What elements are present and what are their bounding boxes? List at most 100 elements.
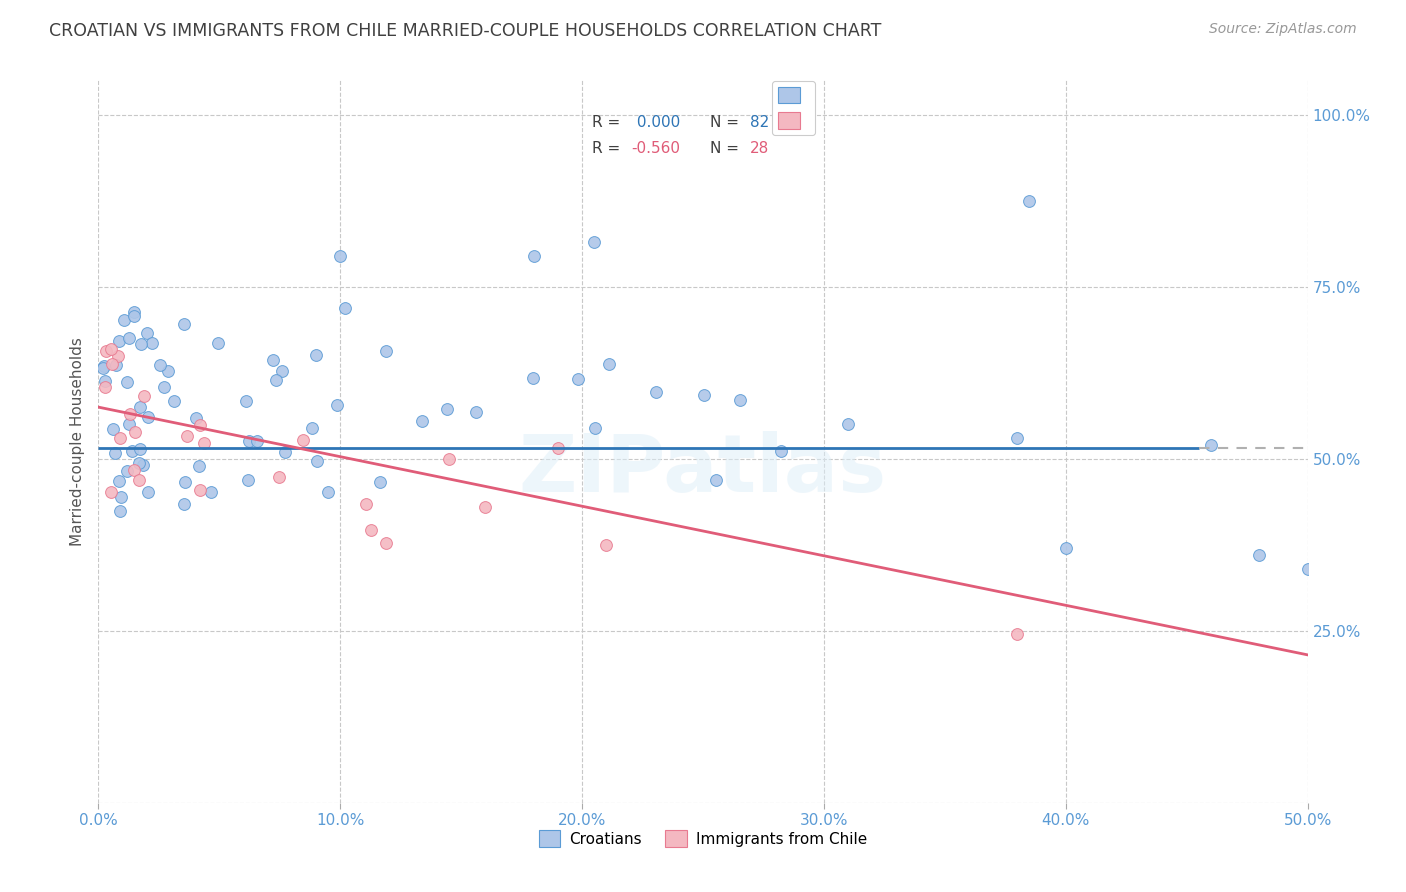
Point	[374, 343, 396, 358]
Point	[104, 446, 127, 460]
Text: R =: R =	[592, 115, 624, 129]
Point	[1199, 438, 1222, 452]
Point	[104, 359, 127, 373]
Point	[329, 249, 352, 263]
Point	[360, 524, 382, 538]
Y-axis label: Married-couple Households: Married-couple Households	[70, 337, 86, 546]
Point	[1007, 627, 1029, 641]
Point	[129, 442, 152, 457]
Point	[246, 434, 269, 448]
Point	[128, 457, 150, 471]
Point	[1296, 562, 1319, 576]
Point	[100, 484, 122, 499]
Point	[522, 371, 544, 385]
Point	[107, 474, 129, 488]
Point	[301, 421, 323, 435]
Point	[136, 326, 159, 341]
Point	[307, 454, 329, 468]
Point	[728, 393, 751, 408]
Point	[595, 538, 617, 552]
Point	[129, 401, 152, 415]
Point	[176, 429, 198, 443]
Text: N =: N =	[710, 115, 744, 129]
Point	[370, 475, 392, 489]
Point	[93, 359, 115, 373]
Point	[271, 364, 294, 378]
Point	[93, 361, 115, 376]
Point	[645, 385, 668, 400]
Point	[93, 375, 115, 389]
Point	[115, 464, 138, 478]
Point	[235, 394, 257, 409]
Point	[1007, 431, 1029, 445]
Point	[523, 249, 546, 263]
Point	[598, 357, 620, 371]
Point	[107, 349, 129, 363]
Point	[437, 451, 460, 466]
Point	[101, 358, 124, 372]
Text: 82: 82	[751, 115, 769, 129]
Point	[326, 398, 349, 412]
Point	[188, 483, 211, 498]
Point	[163, 394, 186, 409]
Point	[173, 317, 195, 331]
Text: Source: ZipAtlas.com: Source: ZipAtlas.com	[1209, 22, 1357, 37]
Point	[693, 387, 716, 401]
Point	[200, 485, 222, 500]
Point	[128, 473, 150, 487]
Point	[132, 458, 155, 473]
Point	[96, 344, 118, 359]
Point	[141, 336, 163, 351]
Text: -0.560: -0.560	[631, 142, 681, 156]
Text: 0.000: 0.000	[631, 115, 681, 129]
Point	[236, 473, 259, 487]
Point	[1249, 548, 1271, 562]
Point	[129, 337, 152, 351]
Legend: Croatians, Immigrants from Chile: Croatians, Immigrants from Chile	[533, 824, 873, 853]
Point	[122, 463, 145, 477]
Point	[118, 331, 141, 345]
Point	[100, 342, 122, 356]
Point	[333, 301, 356, 316]
Point	[117, 376, 139, 390]
Text: N =: N =	[710, 142, 744, 156]
Point	[264, 373, 287, 387]
Point	[583, 235, 606, 249]
Point	[267, 470, 290, 484]
Point	[547, 442, 569, 456]
Point	[173, 475, 195, 490]
Point	[124, 425, 146, 440]
Point	[188, 458, 211, 473]
Point	[837, 417, 859, 432]
Point	[305, 348, 328, 362]
Point	[93, 379, 115, 393]
Point	[108, 503, 131, 517]
Point	[193, 436, 215, 450]
Point	[136, 485, 159, 500]
Point	[118, 417, 141, 432]
Point	[120, 407, 142, 421]
Point	[107, 334, 129, 348]
Point	[292, 434, 315, 448]
Text: CROATIAN VS IMMIGRANTS FROM CHILE MARRIED-COUPLE HOUSEHOLDS CORRELATION CHART: CROATIAN VS IMMIGRANTS FROM CHILE MARRIE…	[49, 22, 882, 40]
Point	[149, 358, 172, 372]
Point	[567, 372, 589, 386]
Point	[1054, 541, 1077, 556]
Point	[770, 443, 793, 458]
Point	[436, 401, 458, 416]
Text: 28: 28	[751, 142, 769, 156]
Point	[318, 484, 340, 499]
Point	[583, 421, 606, 435]
Point	[262, 353, 284, 368]
Point	[136, 409, 159, 424]
Point	[465, 405, 488, 419]
Point	[238, 434, 260, 448]
Point	[112, 313, 135, 327]
Point	[474, 500, 496, 514]
Point	[157, 363, 180, 377]
Point	[108, 431, 131, 445]
Point	[110, 491, 132, 505]
Point	[173, 497, 195, 511]
Text: R =: R =	[592, 142, 624, 156]
Point	[354, 497, 377, 511]
